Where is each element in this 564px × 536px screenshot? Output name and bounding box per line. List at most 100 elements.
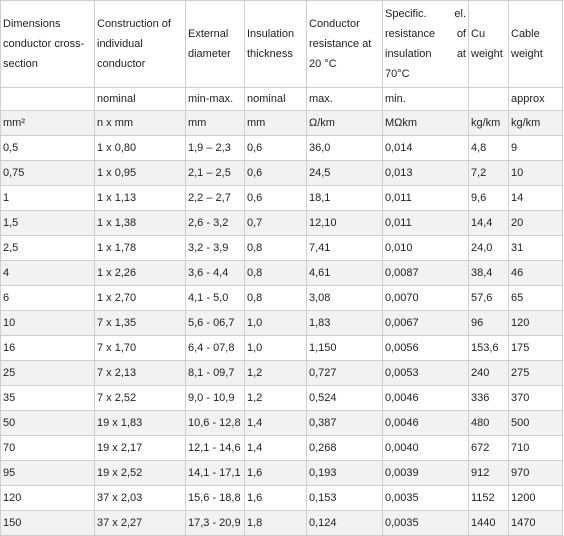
table-cell: 0,0046 (382, 410, 469, 436)
table-row: 35 7 x 2,52 9,0 - 10,9 1,2 0,524 0,0046 336 370 (0, 385, 563, 411)
qualifier-cell: min-max. (185, 87, 245, 111)
unit-cell: mm (185, 110, 245, 136)
table-cell: 912 (468, 460, 509, 486)
table-cell: 4 (0, 260, 95, 286)
table-cell: 12,1 - 14,6 (185, 435, 245, 461)
header-cell: Construction of individual conductor (94, 0, 186, 88)
table-cell: 14,1 - 17,1 (185, 460, 245, 486)
table-cell: 6,4 - 07,8 (185, 335, 245, 361)
table-cell: 1,6 (244, 460, 307, 486)
table-cell: 10 (508, 160, 563, 186)
table-cell: 0,193 (306, 460, 383, 486)
qualifier-cell: max. (306, 87, 383, 111)
table-cell: 120 (0, 485, 95, 511)
table-cell: 7,41 (306, 235, 383, 261)
qualifier-cell (468, 87, 509, 111)
table-cell: 1440 (468, 510, 509, 536)
table-cell: 1,4 (244, 410, 307, 436)
table-cell: 24,0 (468, 235, 509, 261)
table-row: 16 7 x 1,70 6,4 - 07,8 1,0 1,150 0,0056 153,6 1… (0, 335, 563, 361)
table-row: 10 7 x 1,35 5,6 - 06,7 1,0 1,83 0,0067 96 120 (0, 310, 563, 336)
table-cell: 150 (0, 510, 95, 536)
table-cell: 16 (0, 335, 95, 361)
table-cell: 19 x 2,52 (94, 460, 186, 486)
header-cell: Specific. el. resistance of insulation a… (382, 0, 469, 88)
table-row: 120 37 x 2,03 15,6 - 18,8 1,6 0,153 0,0035 115… (0, 485, 563, 511)
table-cell: 0,8 (244, 235, 307, 261)
table-cell: 0,7 (244, 210, 307, 236)
table-cell: 7 x 2,13 (94, 360, 186, 386)
table-cell: 7,2 (468, 160, 509, 186)
table-cell: 5,6 - 06,7 (185, 310, 245, 336)
table-cell: 2,5 (0, 235, 95, 261)
table-cell: 0,0056 (382, 335, 469, 361)
table-cell: 153,6 (468, 335, 509, 361)
table-row: 0,75 1 x 0,95 2,1 – 2,5 0,6 24,5 0,013 7,2 10 (0, 160, 563, 186)
table-cell: 1,0 (244, 335, 307, 361)
table-cell: 0,6 (244, 160, 307, 186)
table-cell: 0,6 (244, 185, 307, 211)
table-cell: 1,9 – 2,3 (185, 135, 245, 161)
table-row: 1,5 1 x 1,38 2,6 - 3,2 0,7 12,10 0,011 14,4 20 (0, 210, 563, 236)
table-cell: 0,011 (382, 185, 469, 211)
unit-cell: n x mm (94, 110, 186, 136)
header-cell: Conductor resistance at 20 °C (306, 0, 383, 88)
table-cell: 0,5 (0, 135, 95, 161)
table-cell: 1,8 (244, 510, 307, 536)
table-cell: 336 (468, 385, 509, 411)
table-cell: 18,1 (306, 185, 383, 211)
header-cell: Insulation thickness (244, 0, 307, 88)
table-body: 0,5 1 x 0,80 1,9 – 2,3 0,6 36,0 0,014 4,8 9 0,75… (0, 135, 563, 536)
table-cell: 970 (508, 460, 563, 486)
unit-cell: kg/km (508, 110, 563, 136)
table-cell: 0,153 (306, 485, 383, 511)
table-cell: 24,5 (306, 160, 383, 186)
table-cell: 1,5 (0, 210, 95, 236)
table-row: 95 19 x 2,52 14,1 - 17,1 1,6 0,193 0,0039 912 9… (0, 460, 563, 486)
table-cell: 4,1 - 5,0 (185, 285, 245, 311)
table-cell: 12,10 (306, 210, 383, 236)
table-cell: 1200 (508, 485, 563, 511)
table-cell: 1,0 (244, 310, 307, 336)
table-cell: 0,727 (306, 360, 383, 386)
header-row: Dimensions conductor cross-section Const… (0, 0, 563, 88)
table-cell: 1 x 1,38 (94, 210, 186, 236)
table-cell: 14 (508, 185, 563, 211)
table-cell: 2,1 – 2,5 (185, 160, 245, 186)
table-cell: 36,0 (306, 135, 383, 161)
table-cell: 65 (508, 285, 563, 311)
table-cell: 95 (0, 460, 95, 486)
table-cell: 0,124 (306, 510, 383, 536)
table-cell: 3,6 - 4,4 (185, 260, 245, 286)
table-cell: 1,6 (244, 485, 307, 511)
table-cell: 0,0087 (382, 260, 469, 286)
unit-cell: mm² (0, 110, 95, 136)
table-cell: 7 x 1,70 (94, 335, 186, 361)
table-cell: 1470 (508, 510, 563, 536)
table-cell: 46 (508, 260, 563, 286)
table-cell: 19 x 2,17 (94, 435, 186, 461)
header-cell: Dimensions conductor cross-section (0, 0, 95, 88)
table-cell: 0,013 (382, 160, 469, 186)
table-cell: 0,524 (306, 385, 383, 411)
table-cell: 19 x 1,83 (94, 410, 186, 436)
table-cell: 14,4 (468, 210, 509, 236)
table-cell: 50 (0, 410, 95, 436)
table-cell: 1,2 (244, 385, 307, 411)
qualifier-cell: nominal (94, 87, 186, 111)
qualifier-row: nominal min-max. nominal max. min. appro… (0, 87, 563, 111)
table-cell: 240 (468, 360, 509, 386)
table-cell: 0,387 (306, 410, 383, 436)
unit-cell: Ω/km (306, 110, 383, 136)
table-cell: 17,3 - 20,9 (185, 510, 245, 536)
table-cell: 3,08 (306, 285, 383, 311)
table-cell: 1 x 0,80 (94, 135, 186, 161)
table-cell: 120 (508, 310, 563, 336)
table-cell: 1,2 (244, 360, 307, 386)
table-cell: 1,83 (306, 310, 383, 336)
unit-cell: mm (244, 110, 307, 136)
table-cell: 6 (0, 285, 95, 311)
table-cell: 1 x 2,70 (94, 285, 186, 311)
